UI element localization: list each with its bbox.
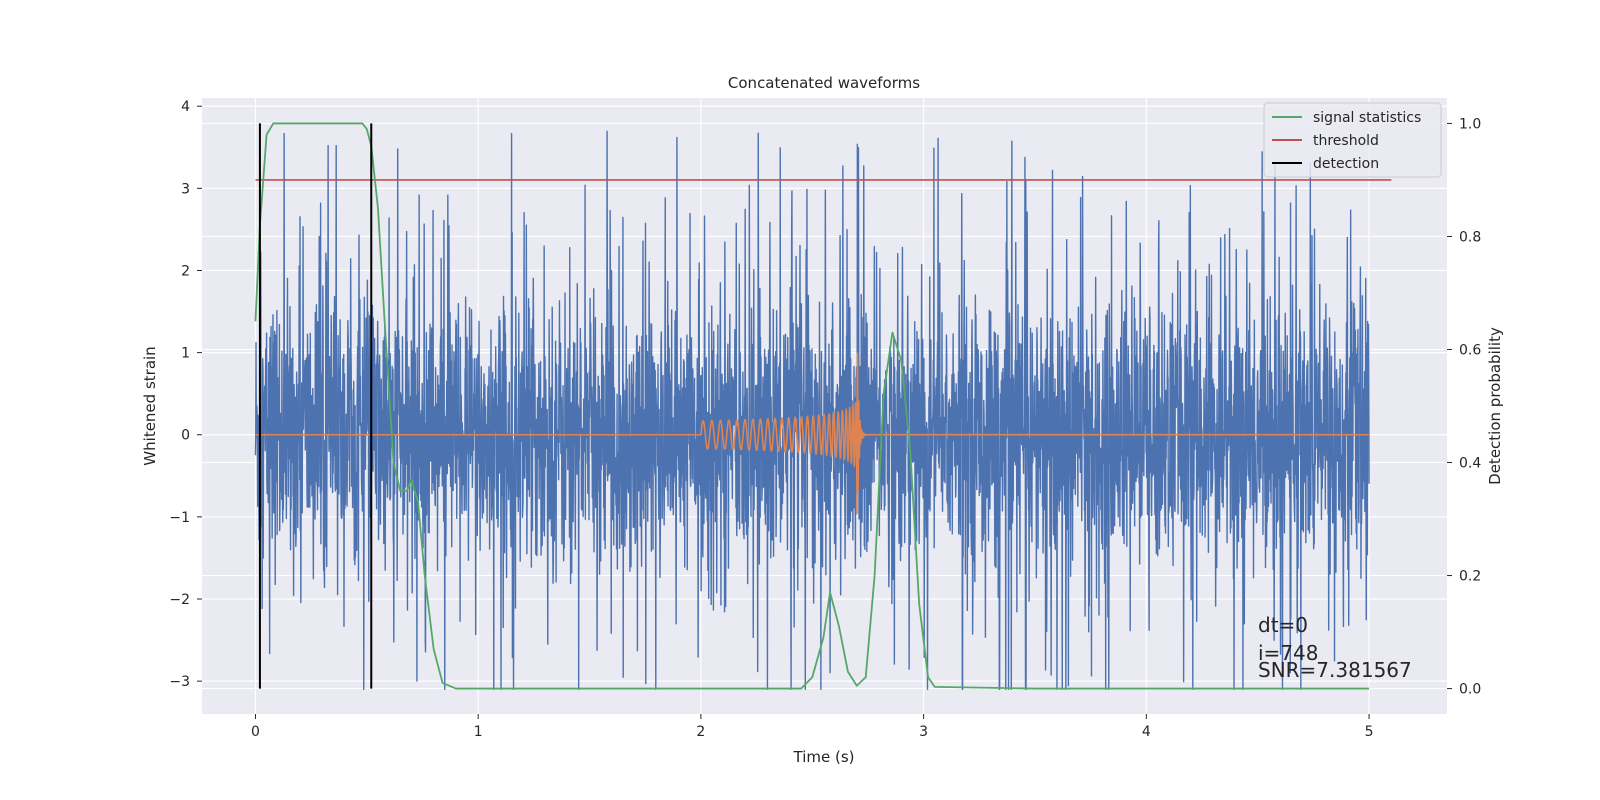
y2-tick-label: 0.4 bbox=[1459, 456, 1481, 472]
annotation-dt: dt=0 bbox=[1258, 613, 1308, 637]
y2-axis-label: Detection probability bbox=[1486, 327, 1504, 485]
y-tick-label: −1 bbox=[169, 510, 190, 526]
x-axis: 0 1 2 3 4 5 bbox=[251, 714, 1374, 740]
series-chirp bbox=[255, 352, 1370, 515]
annotation-index: i=748 bbox=[1258, 641, 1319, 665]
series-signal-statistics bbox=[254, 122, 1370, 690]
chart-title: Concatenated waveforms bbox=[728, 74, 920, 92]
x-tick-label: 4 bbox=[1142, 724, 1151, 740]
x-tick-label: 2 bbox=[696, 724, 705, 740]
x-tick-label: 3 bbox=[919, 724, 928, 740]
annotation-block: dt=0 i=748 SNR=7.381567 bbox=[1258, 613, 1412, 682]
annotation-snr: SNR=7.381567 bbox=[1258, 658, 1412, 682]
y-tick-label: 3 bbox=[181, 181, 190, 197]
series-layer bbox=[254, 122, 1392, 691]
y-tick-label: 1 bbox=[181, 346, 190, 362]
y-axis-right: 0.0 0.2 0.4 0.6 0.8 1.0 bbox=[1447, 116, 1481, 698]
x-axis-label: Time (s) bbox=[793, 748, 855, 766]
y2-tick-label: 0.2 bbox=[1459, 569, 1481, 585]
legend-label-detection: detection bbox=[1313, 156, 1379, 172]
y-tick-label: 4 bbox=[181, 99, 190, 115]
y-tick-label: −3 bbox=[169, 674, 190, 690]
legend: signal statistics threshold detection bbox=[1263, 102, 1442, 178]
y2-tick-label: 0.8 bbox=[1459, 229, 1481, 245]
legend-label-signal-statistics: signal statistics bbox=[1313, 110, 1421, 126]
y-tick-label: 2 bbox=[181, 263, 190, 279]
legend-label-threshold: threshold bbox=[1313, 133, 1379, 149]
legend-box bbox=[1263, 102, 1442, 178]
y2-tick-label: 0.6 bbox=[1459, 342, 1481, 358]
series-noisy-strain bbox=[254, 130, 1370, 691]
y2-tick-label: 1.0 bbox=[1459, 116, 1481, 132]
y-tick-label: 0 bbox=[181, 428, 190, 444]
x-tick-label: 1 bbox=[474, 724, 483, 740]
y-axis-left: −3 −2 −1 0 1 2 3 4 bbox=[169, 99, 202, 690]
y-axis-label: Whitened strain bbox=[141, 346, 159, 465]
x-tick-label: 5 bbox=[1365, 724, 1374, 740]
y-tick-label: −2 bbox=[169, 592, 190, 608]
x-tick-label: 0 bbox=[251, 724, 260, 740]
y2-tick-label: 0.0 bbox=[1459, 682, 1481, 698]
